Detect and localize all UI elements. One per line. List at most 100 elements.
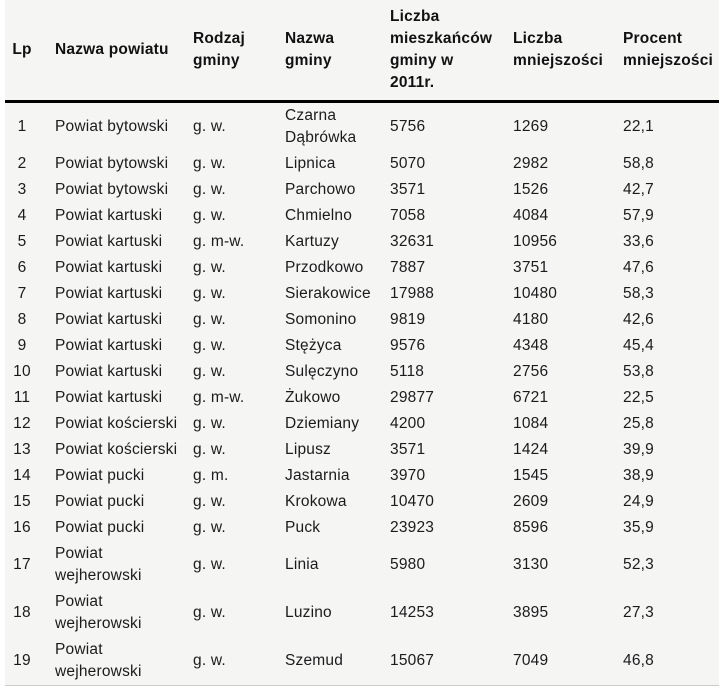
table-row: 6 Powiat kartuski g. w. Przodkowo 7887 3751 47… [5, 255, 719, 281]
cell-lp: 6 [17, 258, 27, 276]
cell-procent: 22,1 [623, 117, 654, 135]
cell-powiat: Powiat bytowski [55, 180, 169, 198]
table-row: 11 Powiat kartuski g. m-w. Żukowo 29877 6721 2… [5, 385, 719, 411]
cell-powiat: Powiat pucki [55, 518, 145, 536]
cell-procent: 45,4 [623, 336, 654, 354]
cell-powiat: Powiat wejherowski [55, 640, 142, 680]
cell-procent: 57,9 [623, 206, 654, 224]
cell-powiat: Powiat kartuski [55, 232, 163, 250]
cell-mniejszosc: 1084 [513, 414, 549, 432]
table-row: 13 Powiat kościerski g. w. Lipusz 3571 1424 39… [5, 437, 719, 463]
cell-gmina: Puck [285, 518, 321, 536]
cell-mieszkancy: 5980 [390, 555, 426, 573]
table-row: 9 Powiat kartuski g. w. Stężyca 9576 4348 45,4 [5, 333, 719, 359]
cell-rodzaj: g. m-w. [193, 232, 245, 250]
table-row: 16 Powiat pucki g. w. Puck 23923 8596 35,9 [5, 515, 719, 541]
cell-procent: 42,7 [623, 180, 654, 198]
table-row: 17 Powiat wejherowski g. w. Linia 5980 3130 52… [5, 541, 719, 589]
cell-rodzaj: g. w. [193, 206, 226, 224]
cell-gmina: Szemud [285, 651, 344, 669]
cell-mieszkancy: 29877 [390, 388, 435, 406]
cell-lp: 14 [13, 466, 31, 484]
cell-lp: 1 [17, 117, 27, 135]
cell-mieszkancy: 17988 [390, 284, 435, 302]
table-row: 8 Powiat kartuski g. w. Somonino 9819 4180 42,… [5, 307, 719, 333]
cell-rodzaj: g. w. [193, 336, 226, 354]
cell-mniejszosc: 4348 [513, 336, 549, 354]
cell-gmina: Żukowo [285, 388, 341, 406]
cell-lp: 3 [17, 180, 27, 198]
table-row: 4 Powiat kartuski g. w. Chmielno 7058 4084 57,… [5, 203, 719, 229]
cell-lp: 2 [17, 154, 27, 172]
cell-gmina: Czarna Dąbrówka [285, 106, 357, 146]
header-procent-mniejszosci: Procent mniejszości [613, 0, 719, 103]
cell-lp: 9 [17, 336, 27, 354]
cell-mniejszosc: 6721 [513, 388, 549, 406]
cell-mieszkancy: 23923 [390, 518, 435, 536]
cell-gmina: Luzino [285, 603, 332, 621]
cell-rodzaj: g. w. [193, 362, 226, 380]
cell-gmina: Sierakowice [285, 284, 371, 302]
cell-rodzaj: g. w. [193, 440, 226, 458]
cell-rodzaj: g. w. [193, 518, 226, 536]
cell-powiat: Powiat bytowski [55, 154, 169, 172]
cell-gmina: Lipusz [285, 440, 332, 458]
cell-gmina: Chmielno [285, 206, 353, 224]
cell-rodzaj: g. w. [193, 651, 226, 669]
cell-procent: 58,8 [623, 154, 654, 172]
cell-rodzaj: g. w. [193, 180, 226, 198]
table-row: 15 Powiat pucki g. w. Krokowa 10470 2609 24,9 [5, 489, 719, 515]
cell-lp: 16 [13, 518, 31, 536]
cell-mieszkancy: 15067 [390, 651, 435, 669]
cell-gmina: Stężyca [285, 336, 342, 354]
cell-gmina: Dziemiany [285, 414, 360, 432]
cell-procent: 24,9 [623, 492, 654, 510]
cell-powiat: Powiat kartuski [55, 336, 163, 354]
cell-lp: 11 [13, 388, 31, 406]
cell-procent: 38,9 [623, 466, 654, 484]
cell-mniejszosc: 10480 [513, 284, 558, 302]
cell-mniejszosc: 1526 [513, 180, 549, 198]
cell-powiat: Powiat kartuski [55, 258, 163, 276]
cell-mieszkancy: 7058 [390, 206, 426, 224]
cell-powiat: Powiat wejherowski [55, 592, 142, 632]
cell-procent: 52,3 [623, 555, 654, 573]
cell-mieszkancy: 32631 [390, 232, 435, 250]
cell-mniejszosc: 3895 [513, 603, 549, 621]
cell-lp: 17 [13, 555, 31, 573]
cell-rodzaj: g. w. [193, 284, 226, 302]
cell-procent: 42,6 [623, 310, 654, 328]
cell-mniejszosc: 1545 [513, 466, 549, 484]
cell-powiat: Powiat kartuski [55, 310, 163, 328]
cell-gmina: Jastarnia [285, 466, 350, 484]
cell-powiat: Powiat wejherowski [55, 544, 142, 584]
cell-powiat: Powiat kościerski [55, 414, 178, 432]
cell-rodzaj: g. m-w. [193, 388, 245, 406]
minority-statistics-table-container: Lp Nazwa powiatu Rodzaj gminy Nazwa gmin… [5, 0, 719, 686]
cell-mniejszosc: 3130 [513, 555, 549, 573]
cell-powiat: Powiat kartuski [55, 284, 163, 302]
cell-procent: 33,6 [623, 232, 654, 250]
header-rodzaj-gminy: Rodzaj gminy [188, 0, 275, 103]
cell-mniejszosc: 10956 [513, 232, 558, 250]
cell-mieszkancy: 5118 [390, 362, 425, 380]
cell-mieszkancy: 14253 [390, 603, 435, 621]
cell-rodzaj: g. w. [193, 258, 226, 276]
cell-mieszkancy: 10470 [390, 492, 435, 510]
cell-lp: 18 [13, 603, 31, 621]
table-row: 1 Powiat bytowski g. w. Czarna Dąbrówka 5756… [5, 101, 719, 151]
table-row: 2 Powiat bytowski g. w. Lipnica 5070 2982 58,8 [5, 151, 719, 177]
cell-mniejszosc: 3751 [513, 258, 549, 276]
cell-procent: 22,5 [623, 388, 654, 406]
cell-mniejszosc: 4084 [513, 206, 549, 224]
cell-procent: 39,9 [623, 440, 654, 458]
header-nazwa-powiatu: Nazwa powiatu [45, 0, 188, 103]
cell-procent: 46,8 [623, 651, 654, 669]
cell-gmina: Sulęczyno [285, 362, 359, 380]
cell-procent: 35,9 [623, 518, 654, 536]
cell-lp: 7 [17, 284, 27, 302]
cell-mniejszosc: 2982 [513, 154, 549, 172]
cell-gmina: Parchowo [285, 180, 356, 198]
header-lp: Lp [5, 0, 45, 103]
cell-mieszkancy: 3571 [390, 180, 426, 198]
